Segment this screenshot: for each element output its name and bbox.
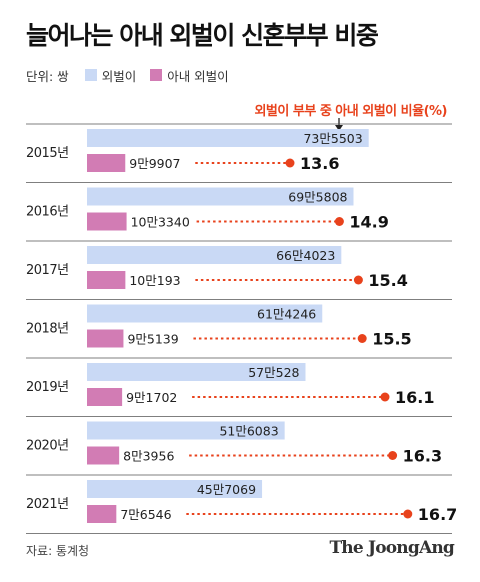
ratio-value-label: 15.5 bbox=[372, 330, 411, 349]
ratio-point bbox=[353, 275, 363, 285]
single-income-bar bbox=[87, 246, 342, 264]
wife-income-value-label: 9만9907 bbox=[129, 156, 180, 171]
wife-income-bar bbox=[87, 388, 123, 406]
ratio-value-label: 13.6 bbox=[300, 154, 339, 173]
ratio-value-label: 16.3 bbox=[403, 447, 442, 466]
ratio-value-label: 14.9 bbox=[349, 213, 388, 232]
year-label: 2020년 bbox=[26, 439, 69, 454]
single-income-bar bbox=[87, 187, 354, 206]
single-income-value-label: 69만5808 bbox=[288, 190, 347, 205]
single-income-value-label: 73만5503 bbox=[303, 131, 362, 146]
legend-swatch-single-income bbox=[84, 69, 97, 81]
chart-title: 늘어나는 아내 외벌이 신혼부부 비중 bbox=[26, 21, 379, 50]
ratio-point bbox=[403, 509, 413, 519]
wife-income-value-label: 10만3340 bbox=[131, 215, 190, 230]
wife-income-bar bbox=[87, 271, 126, 289]
legend-item-single-income: 외벌이 bbox=[84, 66, 137, 85]
year-label: 2017년 bbox=[26, 263, 69, 278]
single-income-bar bbox=[87, 421, 285, 440]
year-label: 2018년 bbox=[26, 322, 69, 337]
wife-income-bar bbox=[87, 446, 120, 465]
single-income-bar bbox=[87, 304, 323, 323]
ratio-value-label: 16.1 bbox=[395, 388, 434, 407]
wife-income-bar bbox=[87, 212, 127, 231]
single-income-value-label: 57만528 bbox=[248, 365, 299, 380]
single-income-bar bbox=[87, 129, 369, 147]
single-income-value-label: 51만6083 bbox=[219, 424, 278, 439]
wife-income-value-label: 9만5139 bbox=[127, 332, 178, 347]
legend-item-wife-income: 아내 외벌이 bbox=[150, 66, 229, 85]
wife-income-value-label: 10만193 bbox=[129, 273, 180, 288]
wife-income-value-label: 9만1702 bbox=[126, 390, 177, 405]
year-label: 2016년 bbox=[26, 205, 69, 220]
ratio-arrow-head bbox=[335, 125, 343, 131]
single-income-bar bbox=[87, 480, 263, 498]
ratio-value-label: 16.7 bbox=[418, 505, 457, 524]
ratio-point bbox=[380, 392, 390, 402]
year-label: 2015년 bbox=[26, 146, 69, 161]
legend-swatch-wife-income bbox=[150, 69, 163, 81]
single-income-value-label: 66만4023 bbox=[276, 248, 335, 263]
unit-label: 단위: 쌍 bbox=[26, 68, 69, 84]
publisher-logo: The JoongAng bbox=[329, 538, 454, 558]
legend-label-single-income: 외벌이 bbox=[101, 68, 137, 84]
wife-income-bar bbox=[87, 329, 124, 348]
source-label: 자료: 통계청 bbox=[26, 544, 90, 558]
wife-income-bar bbox=[87, 154, 126, 172]
ratio-series-label: 외벌이 부부 중 아내 외벌이 비율(%) bbox=[254, 104, 447, 119]
single-income-bar bbox=[87, 363, 306, 381]
wife-income-value-label: 7만6546 bbox=[120, 507, 171, 522]
ratio-value-label: 15.4 bbox=[368, 271, 407, 290]
legend-label-wife-income: 아내 외벌이 bbox=[167, 68, 229, 84]
year-label: 2019년 bbox=[26, 380, 69, 395]
wife-income-bar bbox=[87, 505, 117, 523]
wife-income-value-label: 8만3956 bbox=[123, 449, 174, 464]
single-income-value-label: 45만7069 bbox=[197, 482, 256, 497]
ratio-point bbox=[357, 334, 367, 343]
single-income-value-label: 61만4246 bbox=[257, 307, 316, 322]
year-label: 2021년 bbox=[26, 497, 69, 512]
ratio-point bbox=[334, 217, 344, 226]
ratio-point bbox=[388, 451, 398, 460]
legend: 단위: 쌍 외벌이 아내 외벌이 bbox=[26, 66, 243, 84]
ratio-point bbox=[285, 158, 295, 168]
